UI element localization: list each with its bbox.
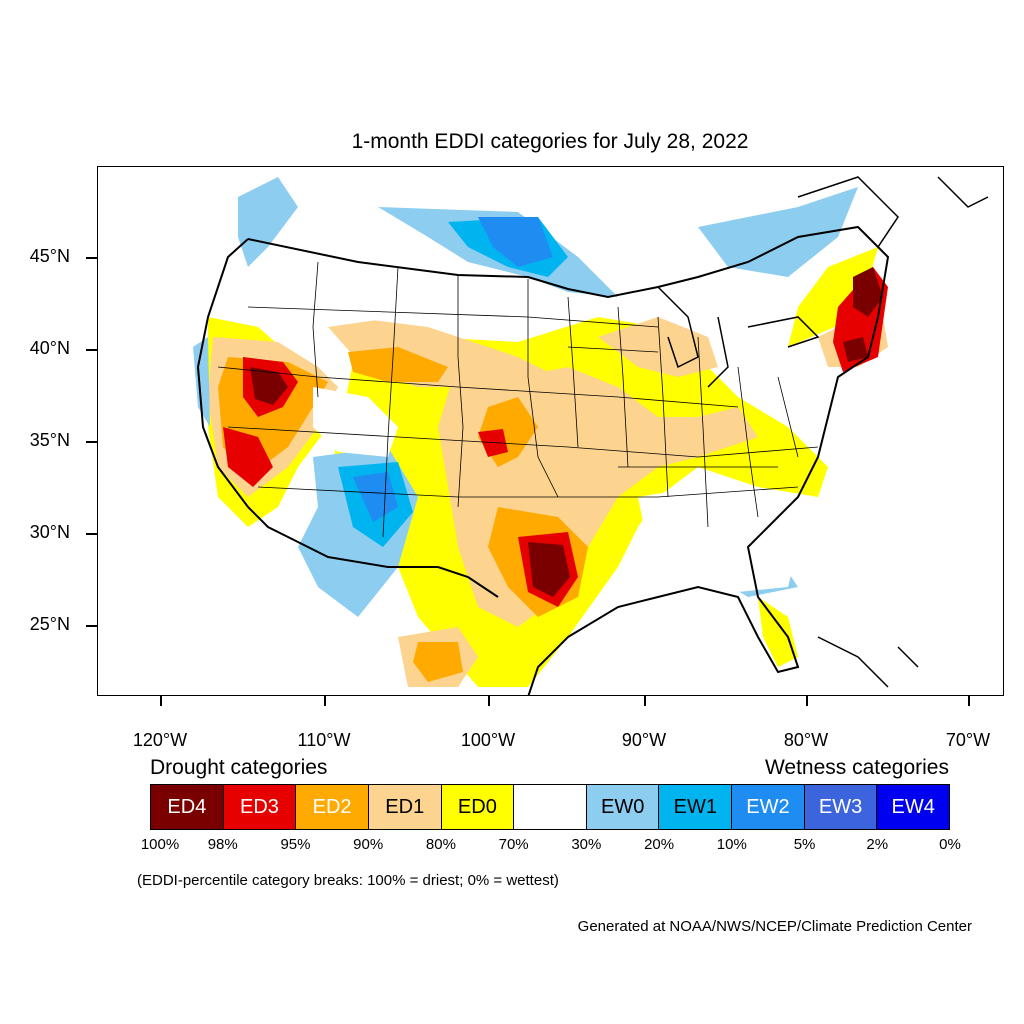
state-lines: [217, 261, 819, 538]
percentile-label: 30%: [571, 836, 602, 853]
lat-label-25: 25°N: [29, 614, 70, 634]
lon-label-90: 90°W: [621, 730, 667, 750]
percentile-label: 80%: [425, 836, 456, 853]
percentile-label: 95%: [280, 836, 311, 853]
lon-label-120: 120°W: [132, 730, 188, 750]
percentile-label: 10%: [716, 836, 747, 853]
field-ew2-north: [478, 217, 553, 267]
field-ew0-west-coast: [193, 337, 210, 427]
field-ed0-northeast: [788, 247, 878, 347]
legend-cell-ed2: ED2: [296, 785, 369, 829]
field-ew0-canada: [698, 187, 858, 277]
field-ed2-mexico: [413, 642, 463, 682]
lat-tick: [86, 441, 97, 443]
percentile-label: 5%: [793, 836, 816, 853]
field-normal-mountain: [313, 387, 398, 457]
category-colorbar: ED4 ED3 ED2 ED1 ED0 EW0 EW1 EW2 EW3 EW4: [150, 784, 950, 830]
percentile-label: 100%: [140, 836, 180, 853]
lon-tick: [488, 696, 490, 706]
eddi-map: [193, 176, 989, 695]
lat-label-45: 45°N: [29, 246, 70, 266]
map-title: 1-month EDDI categories for July 28, 202…: [351, 130, 749, 153]
lon-tick: [806, 696, 808, 706]
lat-tick: [86, 257, 97, 259]
lon-tick: [160, 696, 162, 706]
caribbean: [817, 636, 919, 688]
legend-cell-ew1: EW1: [659, 785, 733, 829]
lat-label-35: 35°N: [29, 430, 70, 450]
lat-label-40: 40°N: [29, 338, 70, 358]
field-normal-southeast: [638, 487, 798, 592]
legend-cell-ed4: ED4: [151, 785, 224, 829]
lat-tick: [86, 533, 97, 535]
legend-cell-ew3: EW3: [804, 785, 878, 829]
category-note: (EDDI-percentile category breaks: 100% =…: [137, 872, 559, 889]
lon-label-100: 100°W: [460, 730, 516, 750]
field-ed2-northern: [348, 347, 448, 382]
field-ed4-texas: [528, 542, 570, 597]
legend-cell-ew0: EW0: [586, 785, 660, 829]
lat-tick: [86, 625, 97, 627]
percentile-label: 70%: [498, 836, 529, 853]
field-ed3-kansas: [478, 429, 508, 457]
legend-cell-ew4: EW4: [877, 785, 950, 829]
legend-cell-ed3: ED3: [223, 785, 297, 829]
canada-lakes: [657, 176, 989, 388]
legend-cell-ew2: EW2: [732, 785, 805, 829]
lat-tick: [86, 349, 97, 351]
lon-label-70: 70°W: [945, 730, 991, 750]
legend-cell-normal: [514, 785, 587, 829]
lon-tick: [324, 696, 326, 706]
field-ed4-nevada: [250, 367, 288, 405]
drought-heading: Drought categories: [150, 756, 328, 779]
wetness-heading: Wetness categories: [764, 756, 949, 779]
field-ed0-florida: [758, 597, 798, 667]
percentile-label: 20%: [644, 836, 675, 853]
field-ew0-pnw: [238, 177, 298, 267]
map-panel: [97, 166, 1004, 696]
percentile-label: 2%: [866, 836, 889, 853]
percentile-label: 0%: [939, 836, 961, 853]
field-ed4-mass: [843, 337, 868, 362]
lon-label-80: 80°W: [783, 730, 829, 750]
lon-tick: [644, 696, 646, 706]
boundaries: [196, 176, 989, 695]
category-fields: [193, 177, 888, 687]
percentile-label: 90%: [353, 836, 384, 853]
lat-label-30: 30°N: [29, 522, 70, 542]
lon-label-110: 110°W: [297, 730, 351, 750]
legend-cell-ed0: ED0: [441, 785, 515, 829]
percentile-label: 98%: [207, 836, 238, 853]
field-ed4-maine: [853, 267, 883, 317]
field-normal-northern-plains: [298, 247, 528, 337]
us-outline: [196, 225, 890, 695]
credit-line: Generated at NOAA/NWS/NCEP/Climate Predi…: [577, 918, 972, 935]
field-ed3-california: [223, 427, 273, 487]
lon-tick: [968, 696, 970, 706]
legend-cell-ed1: ED1: [368, 785, 442, 829]
field-ew2-southwest: [353, 472, 398, 522]
